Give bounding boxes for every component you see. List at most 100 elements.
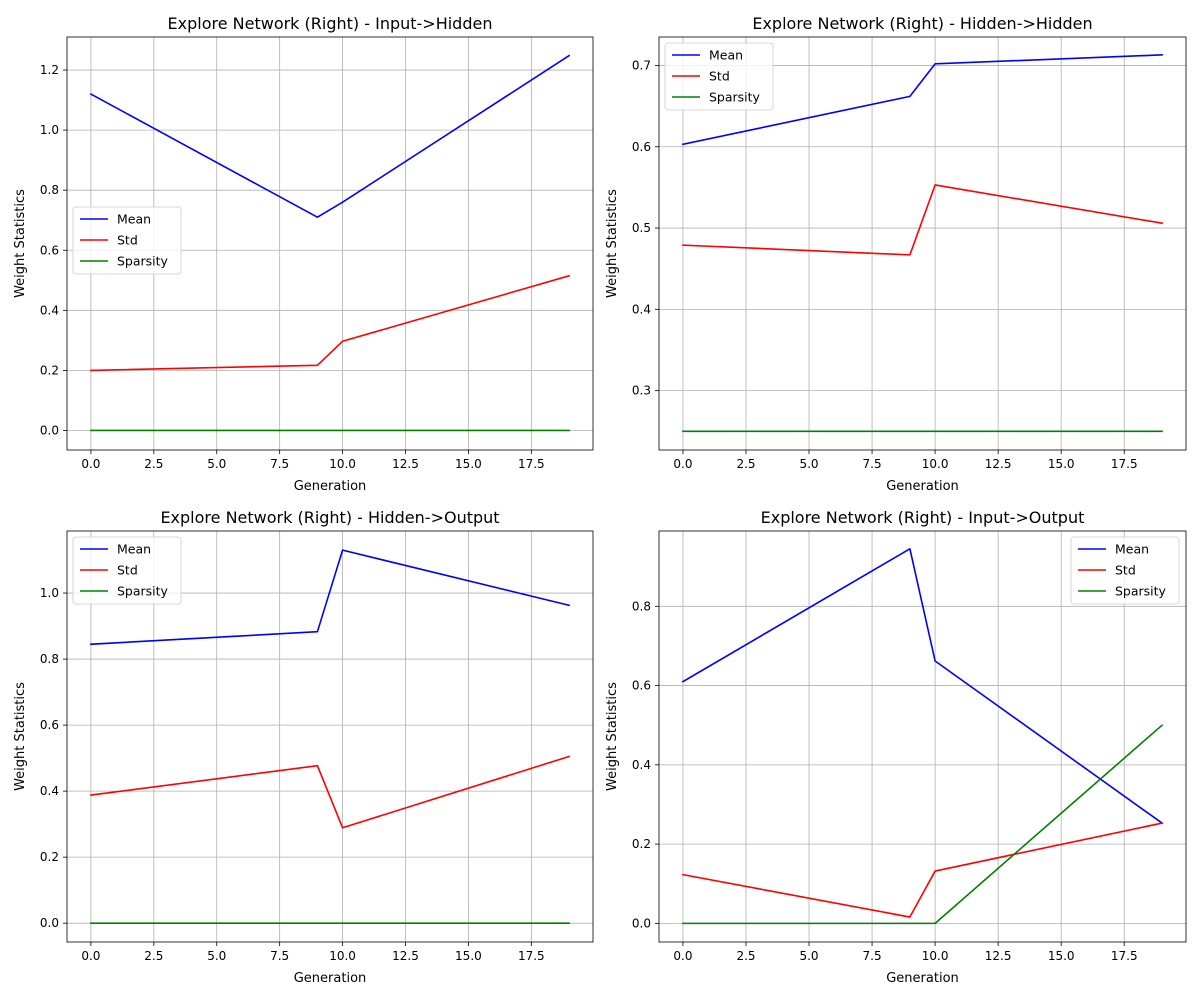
y-tick-label: 0.6	[632, 140, 651, 154]
legend-label: Std	[117, 233, 138, 248]
legend-label: Sparsity	[117, 584, 169, 599]
y-tick-label: 0.0	[632, 916, 651, 930]
series-line-std	[682, 184, 1163, 256]
legend-label: Std	[1115, 563, 1136, 578]
chart-title: Explore Network (Right) - Input->Output	[761, 508, 1085, 527]
x-axis-label: Generation	[294, 971, 367, 986]
legend-label: Std	[117, 563, 138, 578]
subplot-3: 0.0 2.5 5.0 7.5 10.0 12.5 15.0 17.5 0.0 0.2 0.4 0.6…	[13, 508, 594, 986]
x-tick-label: 0.0	[673, 949, 692, 963]
y-tick-label: 0.8	[40, 183, 59, 197]
y-tick-label: 1.2	[40, 63, 59, 77]
chart-title: Explore Network (Right) - Hidden->Output	[160, 508, 499, 527]
x-tick-label: 17.5	[518, 949, 545, 963]
x-tick-label: 2.5	[736, 457, 755, 471]
y-tick-label: 0.0	[40, 916, 59, 930]
x-axis-label: Generation	[886, 971, 959, 986]
y-tick-label: 0.8	[40, 652, 59, 666]
subplot-1: 0.0 2.5 5.0 7.5 10.0 12.5 15.0 17.5 0.0 0.2 0.4 0.6…	[13, 14, 594, 494]
y-tick-label: 0.4	[40, 784, 59, 798]
axes-frame	[66, 36, 594, 451]
x-tick-label: 5.0	[207, 457, 226, 471]
y-axis-label: Weight Statistics	[605, 189, 620, 298]
legend: Mean Std Sparsity	[72, 206, 182, 275]
x-tick-label: 2.5	[144, 457, 163, 471]
y-tick-label: 0.8	[632, 599, 651, 613]
y-axis-label: Weight Statistics	[13, 189, 28, 298]
legend-label: Sparsity	[709, 90, 761, 105]
y-axis-label: Weight Statistics	[605, 682, 620, 791]
x-tick-label: 17.5	[1111, 457, 1138, 471]
y-tick-label: 0.2	[40, 850, 59, 864]
x-tick-label: 2.5	[736, 949, 755, 963]
chart-title: Explore Network (Right) - Input->Hidden	[168, 14, 493, 33]
x-tick-label: 17.5	[518, 457, 545, 471]
y-tick-label: 0.4	[40, 303, 59, 317]
series-line-mean	[89, 54, 571, 219]
x-tick-label: 5.0	[207, 949, 226, 963]
legend: Mean Std Sparsity	[664, 42, 774, 111]
legend-label: Mean	[117, 542, 151, 557]
y-tick-label: 0.6	[632, 679, 651, 693]
axes-frame	[66, 530, 594, 943]
legend-frame	[72, 206, 182, 275]
axes-frame	[658, 36, 1187, 451]
legend-frame	[664, 42, 774, 111]
legend-label: Sparsity	[117, 254, 169, 269]
legend-frame	[72, 536, 182, 605]
x-tick-label: 15.0	[455, 949, 482, 963]
x-tick-label: 10.0	[329, 949, 356, 963]
x-tick-label: 15.0	[1048, 949, 1075, 963]
y-tick-label: 0.4	[632, 302, 651, 316]
x-tick-label: 7.5	[863, 457, 882, 471]
y-tick-label: 0.2	[40, 363, 59, 377]
legend-label: Mean	[1115, 542, 1149, 557]
y-tick-label: 0.3	[632, 384, 651, 398]
x-tick-label: 7.5	[270, 457, 289, 471]
legend-frame	[1070, 536, 1180, 605]
x-tick-label: 10.0	[922, 457, 949, 471]
x-tick-label: 12.5	[392, 949, 419, 963]
x-tick-label: 5.0	[799, 457, 818, 471]
x-tick-label: 15.0	[1048, 457, 1075, 471]
y-tick-label: 0.4	[632, 758, 651, 772]
chart-title: Explore Network (Right) - Hidden->Hidden	[752, 14, 1092, 33]
y-tick-label: 0.6	[40, 718, 59, 732]
x-tick-label: 0.0	[81, 457, 100, 471]
x-tick-label: 10.0	[329, 457, 356, 471]
x-tick-label: 0.0	[81, 949, 100, 963]
y-tick-label: 0.6	[40, 243, 59, 257]
y-tick-label: 0.7	[632, 58, 651, 72]
x-tick-label: 7.5	[863, 949, 882, 963]
x-tick-label: 17.5	[1111, 949, 1138, 963]
x-tick-label: 10.0	[922, 949, 949, 963]
y-axis-label: Weight Statistics	[13, 682, 28, 791]
y-tick-label: 0.2	[632, 837, 651, 851]
legend-label: Mean	[117, 212, 151, 227]
x-axis-label: Generation	[294, 479, 367, 494]
x-tick-label: 12.5	[392, 457, 419, 471]
subplot-2: 0.0 2.5 5.0 7.5 10.0 12.5 15.0 17.5 0.3 0.4 0.5 0.6…	[605, 14, 1187, 494]
x-tick-label: 7.5	[270, 949, 289, 963]
legend-label: Sparsity	[1115, 584, 1167, 599]
series-line-mean	[681, 548, 1164, 825]
x-tick-label: 12.5	[985, 457, 1012, 471]
axes-frame	[658, 530, 1187, 943]
x-tick-label: 5.0	[799, 949, 818, 963]
y-tick-label: 1.0	[40, 123, 59, 137]
x-tick-label: 2.5	[144, 949, 163, 963]
x-axis-label: Generation	[886, 479, 959, 494]
legend: Mean Std Sparsity	[72, 536, 182, 605]
series-line-std	[90, 755, 571, 829]
legend-label: Mean	[709, 48, 743, 63]
series-line-sparsity	[682, 724, 1164, 925]
legend: Mean Std Sparsity	[1070, 536, 1180, 605]
y-tick-label: 0.5	[632, 221, 651, 235]
x-tick-label: 12.5	[985, 949, 1012, 963]
subplot-4: 0.0 2.5 5.0 7.5 10.0 12.5 15.0 17.5 0.0 0.2 0.4 0.6…	[605, 508, 1187, 986]
legend-label: Std	[709, 69, 730, 84]
x-tick-label: 15.0	[455, 457, 482, 471]
x-tick-label: 0.0	[673, 457, 692, 471]
series-line-std	[682, 822, 1163, 918]
